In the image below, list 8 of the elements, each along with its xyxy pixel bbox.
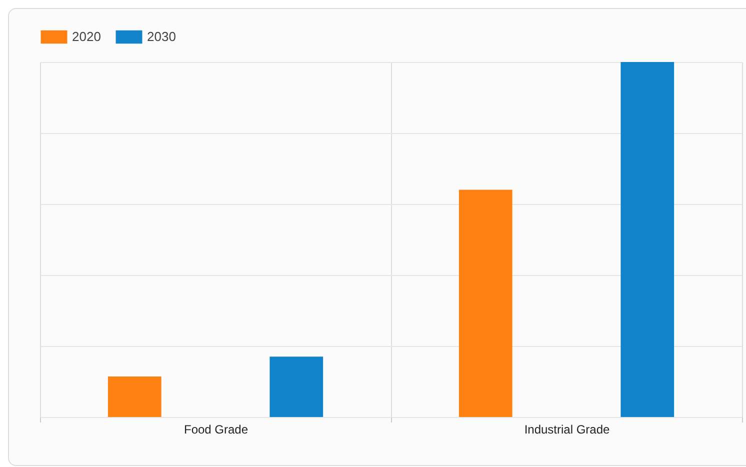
bar: [620, 62, 674, 417]
bar: [108, 376, 162, 417]
legend-label: 2020: [72, 29, 101, 44]
x-tick-label: Food Grade: [184, 422, 248, 436]
bar: [458, 190, 512, 417]
bar: [270, 356, 324, 417]
legend-label: 2030: [147, 29, 176, 44]
x-tick-label: Industrial Grade: [524, 422, 610, 436]
